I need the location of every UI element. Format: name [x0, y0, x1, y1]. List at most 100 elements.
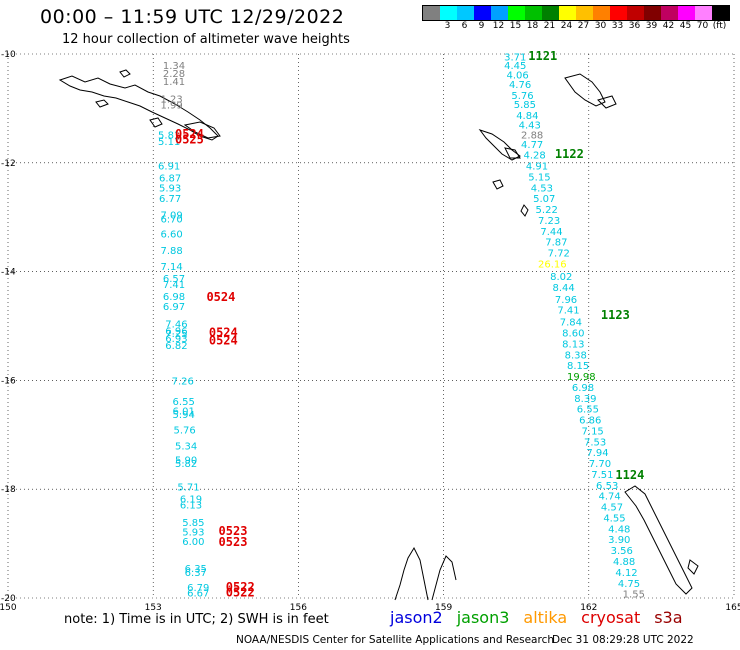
x-tick-label: 165 — [725, 603, 740, 613]
page-subtitle: 12 hour collection of altimeter wave hei… — [62, 32, 350, 47]
x-tick-label: 150 — [0, 603, 17, 613]
wave-height-value: 8.44 — [553, 283, 575, 294]
wave-height-value: 7.41 — [163, 280, 185, 291]
wave-height-value: 6.00 — [182, 537, 204, 548]
wave-height-value: 5.94 — [173, 410, 195, 421]
pass-time-label: 1123 — [601, 308, 630, 322]
color-tick-label: 39 — [645, 21, 658, 31]
wave-height-value: 7.70 — [589, 459, 611, 470]
color-swatch — [508, 6, 525, 20]
x-tick-label: 156 — [290, 603, 307, 613]
wave-height-value: 4.75 — [618, 579, 640, 590]
color-swatch — [661, 6, 678, 20]
y-tick-label: -20 — [1, 594, 16, 604]
wave-height-value: 2.88 — [521, 131, 543, 142]
wave-height-value: 6.86 — [579, 416, 601, 427]
wave-height-value: 8.38 — [565, 350, 587, 361]
wave-height-value: 6.57 — [163, 274, 185, 285]
wave-height-value: 8.02 — [550, 272, 572, 283]
wave-height-value: 4.57 — [601, 503, 623, 514]
coastline-solomons-4 — [504, 147, 521, 159]
wave-height-value: 5.07 — [533, 194, 555, 205]
wave-height-value: 7.46 — [165, 319, 187, 330]
wave-height-value: 2.28 — [163, 69, 185, 80]
color-scale-ticks: 3 6 9 12 15 18 21 24 27 30 33 36 39 42 45 70 (ft) — [422, 21, 740, 33]
pass-time-label: 0525 — [175, 132, 204, 146]
wave-height-value: 1.99 — [160, 101, 182, 112]
y-tick-label: -10 — [1, 50, 16, 60]
color-swatch — [440, 6, 457, 20]
map-grid — [7, 53, 735, 599]
wave-height-value: 5.81 — [158, 131, 180, 142]
color-swatch — [525, 6, 542, 20]
wave-height-value: 5.85 — [514, 100, 536, 111]
pass-time-label: 0522 — [226, 585, 255, 599]
wave-height-value: 3.56 — [611, 546, 633, 557]
wave-height-value: 3.90 — [608, 535, 630, 546]
wave-height-value: 4.91 — [526, 162, 548, 173]
coastline-islet-7 — [687, 559, 699, 575]
wave-height-value: 8.60 — [562, 329, 584, 340]
wave-height-value: 5.15 — [528, 172, 550, 183]
wave-height-value: 6.70 — [160, 214, 182, 225]
wave-height-value: 4.45 — [504, 61, 526, 72]
wave-height-value: 1.55 — [623, 590, 645, 601]
wave-height-value: 6.79 — [187, 583, 209, 594]
wave-height-value: 4.12 — [615, 568, 637, 579]
color-swatch — [474, 6, 491, 20]
wave-height-value: 8.39 — [574, 394, 596, 405]
wave-height-value: 4.77 — [521, 140, 543, 151]
wave-height-value: 7.53 — [584, 437, 606, 448]
wave-height-value: 4.74 — [598, 492, 620, 503]
wave-height-value: 6.19 — [180, 494, 202, 505]
color-tick-label: 18 — [526, 21, 539, 31]
wave-height-value: 7.51 — [591, 470, 613, 481]
coastlines — [58, 69, 699, 601]
map-axes: 150 153 156 159 162 165 -10 -12 -14 -16 -18 -20 — [0, 50, 740, 613]
color-tick-label: 15 — [509, 21, 522, 31]
coastline-islet-6 — [520, 204, 529, 217]
wave-height-value: 8.13 — [562, 339, 584, 350]
wave-height-value: 4.76 — [509, 80, 531, 91]
wave-height-value: 5.76 — [511, 91, 533, 102]
coastline-islet-1 — [119, 69, 131, 78]
color-swatch — [576, 6, 593, 20]
wave-height-value: 6.67 — [187, 589, 209, 600]
wave-height-value: 6.97 — [163, 302, 185, 313]
color-tick-label: 70 — [696, 21, 709, 31]
wave-height-value: 4.28 — [523, 151, 545, 162]
wave-height-value: 7.15 — [582, 426, 604, 437]
color-tick-label: 45 — [679, 21, 692, 31]
wave-height-value: 4.84 — [516, 111, 538, 122]
color-tick-label: 33 — [611, 21, 624, 31]
wave-height-value: 5.85 — [182, 518, 204, 529]
wave-height-value: 7.88 — [160, 246, 182, 257]
color-tick-label: 6 — [461, 21, 468, 31]
color-tick-label: 24 — [560, 21, 573, 31]
y-tick-label: -12 — [1, 159, 16, 169]
wave-height-value: 4.06 — [507, 71, 529, 82]
wave-height-value: 4.43 — [519, 121, 541, 132]
wave-height-value: 1.23 — [160, 95, 182, 106]
pass-time-label: 0522 — [226, 580, 255, 594]
x-tick-label: 159 — [435, 603, 452, 613]
coastline-solomons-1 — [564, 73, 606, 107]
wave-height-value: 5.82 — [175, 459, 197, 470]
wave-height-value: 7.41 — [557, 306, 579, 317]
wave-height-value: 5.93 — [182, 528, 204, 539]
wave-height-value: 6.93 — [165, 334, 187, 345]
color-swatch — [627, 6, 644, 20]
x-tick-label: 162 — [580, 603, 597, 613]
coastline-australia — [394, 546, 457, 601]
satellite-legend: jason2 jason3 altika cryosat s3a — [390, 608, 697, 627]
wave-height-value: 19.98 — [567, 372, 596, 383]
wave-height-value: 5.76 — [174, 425, 196, 436]
pass-time-label: 0523 — [219, 535, 248, 549]
wave-height-value: 6.82 — [165, 341, 187, 352]
color-tick-label: 36 — [628, 21, 641, 31]
page-title: 00:00 – 11:59 UTC 12/29/2022 — [40, 6, 345, 28]
legend-jason3: jason3 — [456, 608, 510, 627]
wave-height-value: 26.16 — [538, 259, 567, 270]
wave-height-value: 5.11 — [158, 137, 180, 148]
